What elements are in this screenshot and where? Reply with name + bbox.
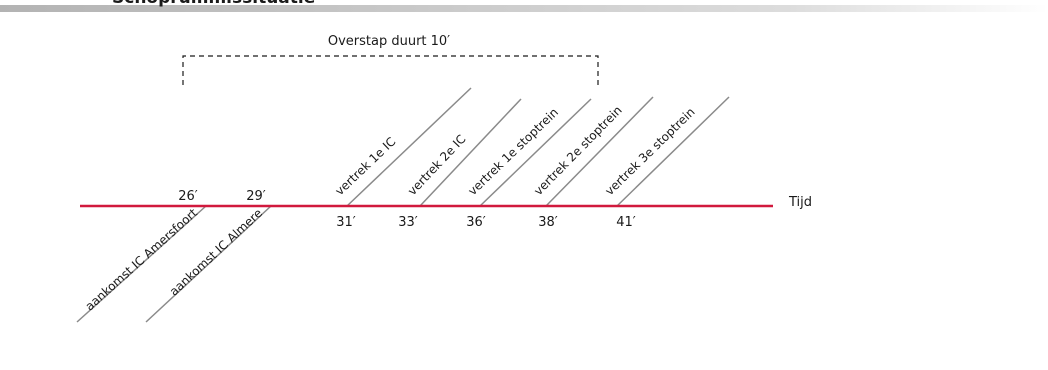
- departure-line: [346, 87, 472, 207]
- departure-line: [545, 96, 654, 207]
- arrival-line: [76, 205, 207, 323]
- arrival-event-label: aankomst IC Amersfoort: [83, 206, 201, 314]
- arrival-line: [145, 205, 272, 323]
- transfer-bracket: [182, 55, 599, 85]
- transfer-duration-label: Overstap duurt 10′: [328, 34, 450, 49]
- departure-time-label: 38′: [538, 215, 558, 230]
- arrival-time-label: 26′: [178, 189, 198, 204]
- departure-line: [616, 96, 730, 207]
- departure-lines: [346, 87, 730, 207]
- header-bar: [0, 5, 1048, 12]
- departure-time-label: 33′: [398, 215, 418, 230]
- departure-line: [419, 98, 522, 207]
- tick-labels: 26′ 29′ 31′ 33′ 36′ 38′ 41′: [178, 189, 636, 230]
- arrival-time-label: 29′: [246, 189, 266, 204]
- departure-time-label: 31′: [336, 215, 356, 230]
- departure-time-label: 41′: [616, 215, 636, 230]
- arrival-lines: [76, 205, 272, 323]
- departure-line: [479, 98, 592, 207]
- header-title: Schoprummissituatie: [112, 0, 315, 8]
- departure-time-label: 36′: [466, 215, 486, 230]
- time-axis-label: Tijd: [788, 195, 812, 210]
